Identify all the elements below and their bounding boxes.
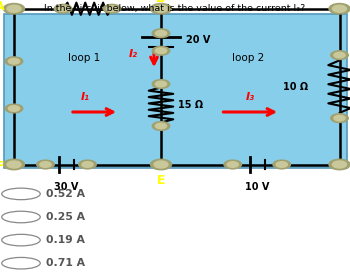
Circle shape xyxy=(150,159,172,170)
Text: 20 V: 20 V xyxy=(186,35,210,45)
Circle shape xyxy=(103,4,121,13)
Circle shape xyxy=(276,162,287,167)
Circle shape xyxy=(152,80,170,88)
Text: I₂: I₂ xyxy=(128,49,138,59)
Circle shape xyxy=(4,159,24,170)
Text: 0.52 A: 0.52 A xyxy=(46,189,84,199)
Circle shape xyxy=(334,115,345,121)
Circle shape xyxy=(332,5,346,12)
Circle shape xyxy=(150,4,172,14)
Circle shape xyxy=(154,161,168,168)
Circle shape xyxy=(4,4,24,14)
Circle shape xyxy=(106,6,118,11)
Text: 10 V: 10 V xyxy=(245,182,270,192)
Circle shape xyxy=(8,59,20,64)
Text: 0.25 A: 0.25 A xyxy=(46,212,84,222)
Circle shape xyxy=(331,51,348,60)
Circle shape xyxy=(54,4,72,13)
Circle shape xyxy=(273,160,290,169)
Circle shape xyxy=(329,4,350,14)
Circle shape xyxy=(152,29,170,38)
Text: loop 1: loop 1 xyxy=(68,53,100,63)
Text: F: F xyxy=(0,160,4,173)
Circle shape xyxy=(332,161,346,168)
Circle shape xyxy=(7,5,21,12)
Text: 10 Ω: 10 Ω xyxy=(283,82,308,92)
FancyBboxPatch shape xyxy=(4,14,346,168)
Circle shape xyxy=(79,160,96,169)
Circle shape xyxy=(155,81,167,87)
Text: D: D xyxy=(348,160,350,173)
Circle shape xyxy=(37,160,54,169)
Text: I₃: I₃ xyxy=(246,92,255,102)
Circle shape xyxy=(152,46,170,55)
Text: B: B xyxy=(156,0,166,5)
Circle shape xyxy=(224,160,241,169)
Circle shape xyxy=(155,123,167,129)
Text: I₁: I₁ xyxy=(81,92,90,102)
Text: 30 V: 30 V xyxy=(54,182,79,192)
Circle shape xyxy=(154,5,168,12)
Circle shape xyxy=(57,6,69,11)
Circle shape xyxy=(334,52,345,58)
Circle shape xyxy=(152,122,170,130)
Text: In the circuit below, what is the value of the current I₃?: In the circuit below, what is the value … xyxy=(44,4,306,13)
Circle shape xyxy=(227,162,238,167)
Circle shape xyxy=(5,104,23,113)
Text: 15 Ω: 15 Ω xyxy=(178,100,204,110)
Circle shape xyxy=(8,106,20,111)
Circle shape xyxy=(7,161,21,168)
Circle shape xyxy=(82,162,93,167)
Text: 0.71 A: 0.71 A xyxy=(46,258,84,268)
Circle shape xyxy=(331,114,348,123)
Text: E: E xyxy=(157,174,165,187)
Text: A: A xyxy=(0,1,5,13)
Circle shape xyxy=(155,48,167,53)
Circle shape xyxy=(329,159,350,170)
Text: C: C xyxy=(349,1,350,13)
Text: 0.19 A: 0.19 A xyxy=(46,235,84,245)
Circle shape xyxy=(155,31,167,36)
Text: loop 2: loop 2 xyxy=(232,53,265,63)
Circle shape xyxy=(5,57,23,66)
Circle shape xyxy=(40,162,51,167)
